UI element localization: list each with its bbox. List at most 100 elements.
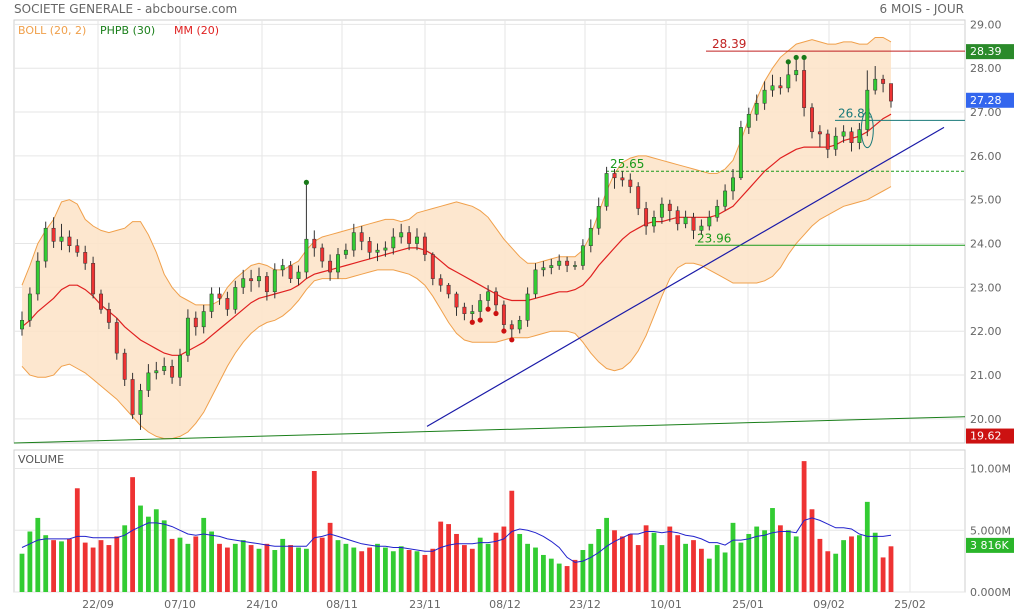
volume-tick-label: 5.000M — [970, 524, 1011, 537]
volume-bar — [146, 516, 151, 592]
volume-bar — [675, 535, 681, 592]
volume-bar — [98, 540, 104, 592]
candle-body — [367, 241, 372, 253]
volume-bar — [161, 520, 167, 592]
price-level-label: 26.81 — [838, 106, 872, 120]
candle-body — [454, 293, 459, 308]
volume-bar — [493, 532, 499, 592]
candle-body — [99, 293, 103, 310]
volume-bar — [438, 521, 444, 592]
period-label[interactable]: 6 MOIS - JOUR — [879, 2, 964, 16]
candle-body — [478, 300, 483, 312]
price-tick-label: 23.00 — [970, 281, 1002, 294]
phpb-low-marker — [469, 319, 475, 325]
volume-bar — [51, 540, 56, 592]
candle-body — [83, 252, 88, 264]
volume-bar — [706, 558, 712, 592]
volume-bar — [730, 522, 736, 592]
volume-bar — [19, 553, 25, 592]
volume-bar — [833, 553, 839, 592]
volume-bar — [722, 552, 728, 592]
candle-body — [525, 293, 530, 321]
candle-body — [802, 70, 807, 108]
phpb-low-marker — [493, 310, 499, 317]
volume-bar — [849, 536, 854, 592]
candle-body — [185, 317, 190, 356]
price-tag-label: 27.28 — [970, 94, 1002, 107]
volume-bar — [667, 526, 673, 592]
volume-title: VOLUME — [18, 453, 64, 466]
volume-bar — [280, 538, 286, 592]
volume-bar — [635, 545, 641, 592]
volume-bar — [67, 538, 72, 592]
candle-body — [612, 173, 617, 179]
candle-body — [430, 254, 435, 279]
price-panel-frame — [13, 19, 966, 444]
volume-bar — [462, 545, 467, 592]
volume-bar — [872, 532, 878, 592]
candle-body — [881, 78, 886, 84]
volume-bar — [746, 533, 752, 592]
volume-bar — [232, 543, 238, 592]
candle-body — [296, 271, 301, 279]
candle-body — [857, 129, 862, 143]
volume-bar — [857, 535, 862, 592]
candle-body — [257, 276, 261, 282]
candle-body — [533, 269, 538, 295]
volume-bar — [82, 542, 88, 592]
volume-bar — [225, 547, 230, 592]
volume-bar — [564, 566, 570, 592]
volume-bar — [556, 563, 562, 592]
volume-bar — [501, 526, 507, 592]
candle-body — [114, 322, 119, 354]
candle-body — [865, 89, 870, 130]
volume-bar — [264, 543, 270, 592]
candle-body — [59, 236, 64, 242]
candle-body — [817, 131, 822, 135]
volume-bar — [454, 533, 459, 592]
candle-body — [122, 352, 127, 380]
candle-body — [833, 135, 838, 150]
price-tick-label: 22.00 — [970, 325, 1002, 338]
volume-bar — [572, 559, 578, 592]
date-tick-label: 24/10 — [246, 598, 278, 611]
volume-bar — [809, 509, 815, 592]
date-tick-label: 08/11 — [326, 598, 358, 611]
volume-bar — [138, 505, 143, 592]
volume-tick-label: 0.000M — [970, 586, 1011, 599]
candle-body — [328, 260, 333, 273]
candle-body — [359, 232, 364, 242]
legend-boll: BOLL (20, 2) — [18, 24, 86, 37]
date-tick-label: 23/12 — [569, 598, 601, 611]
candle-body — [249, 278, 254, 282]
candle-body — [391, 236, 396, 249]
volume-bar — [596, 529, 602, 592]
price-tag-bg — [966, 92, 1014, 108]
candle-body — [723, 190, 728, 207]
candle-body — [91, 263, 96, 295]
candle-body — [794, 70, 799, 76]
candle-body — [201, 311, 206, 328]
volume-bar — [272, 550, 278, 592]
candle-body — [731, 177, 735, 192]
candle-body — [620, 177, 625, 181]
candle-body — [762, 89, 767, 104]
candle-body — [565, 260, 570, 266]
volume-bar — [153, 509, 159, 592]
candle-body — [233, 287, 238, 310]
candle-body — [304, 238, 309, 273]
volume-bar — [35, 517, 41, 592]
candle-body — [746, 113, 751, 128]
candle-body — [667, 203, 672, 211]
volume-bar — [256, 548, 262, 592]
volume-bar — [351, 547, 357, 592]
candle-body — [51, 227, 56, 242]
volume-bar — [217, 543, 222, 592]
candle-body — [193, 317, 198, 328]
volume-bar — [375, 543, 380, 592]
candle-body — [288, 265, 293, 279]
volume-bar — [430, 548, 436, 592]
candle-body — [588, 227, 593, 246]
candle-body — [573, 265, 577, 267]
